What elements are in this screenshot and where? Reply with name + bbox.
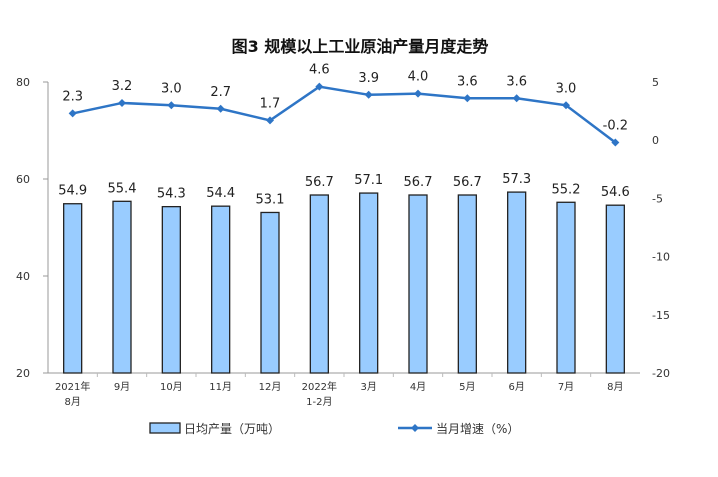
right-tick-label: -20 xyxy=(652,367,670,380)
line-point xyxy=(118,98,126,107)
line-data-label: 3.6 xyxy=(506,74,527,89)
right-tick-label: 0 xyxy=(652,134,659,147)
bar-data-label: 55.2 xyxy=(552,182,581,197)
x-tick-label: 9月 xyxy=(114,381,130,393)
line-point xyxy=(68,109,77,118)
x-tick-label: 1-2月 xyxy=(306,396,332,408)
bar xyxy=(112,200,132,374)
line-data-label: 2.7 xyxy=(210,85,231,100)
right-tick-label: -10 xyxy=(652,251,670,264)
x-tick-label: 10月 xyxy=(160,381,183,393)
bar-data-label: 54.9 xyxy=(58,184,87,199)
line-point xyxy=(414,89,422,98)
bar-data-label: 54.4 xyxy=(206,186,235,201)
right-tick-label: -15 xyxy=(652,309,670,322)
line-point xyxy=(512,94,521,103)
legend-bar-swatch xyxy=(149,422,181,434)
legend-line-label: 当月增速（%） xyxy=(436,422,519,436)
line-point xyxy=(216,104,225,113)
line-data-label: 3.6 xyxy=(457,74,478,89)
bar xyxy=(161,205,181,374)
x-tick-label: 7月 xyxy=(558,381,574,393)
bar xyxy=(309,194,329,374)
x-tick-label: 4月 xyxy=(410,381,426,393)
line-data-label: 4.6 xyxy=(309,63,330,78)
x-tick-label: 6月 xyxy=(508,381,524,393)
bar-data-label: 56.7 xyxy=(453,175,482,190)
line-data-label: 3.0 xyxy=(556,81,577,96)
left-tick-label: 80 xyxy=(16,76,30,89)
line-point xyxy=(315,82,324,91)
x-tick-label: 5月 xyxy=(459,381,475,393)
bar-data-label: 56.7 xyxy=(404,175,433,190)
line-data-label: 1.7 xyxy=(260,96,281,111)
left-tick-label: 40 xyxy=(16,270,30,283)
line-point xyxy=(562,101,570,110)
bar-data-label: 54.6 xyxy=(601,185,630,200)
x-tick-label: 12月 xyxy=(259,381,282,393)
line-data-label: 3.9 xyxy=(358,71,379,86)
bar xyxy=(211,205,231,374)
left-tick-label: 20 xyxy=(16,367,30,380)
growth-line xyxy=(72,85,617,144)
bar xyxy=(408,194,428,374)
x-tick-label: 3月 xyxy=(360,381,376,393)
x-tick-label: 8月 xyxy=(607,381,623,393)
bar-data-label: 56.7 xyxy=(305,175,334,190)
bar xyxy=(260,211,280,374)
bar xyxy=(507,191,527,374)
right-tick-label: 5 xyxy=(652,76,659,89)
right-tick-label: -5 xyxy=(652,192,663,205)
bar xyxy=(605,204,625,374)
x-tick-label: 2022年 xyxy=(302,380,337,393)
x-tick-label: 8月 xyxy=(64,396,80,408)
line-data-label: 3.0 xyxy=(161,81,182,96)
left-tick-label: 60 xyxy=(16,173,30,186)
legend-line-marker xyxy=(411,424,419,432)
line-point xyxy=(167,101,176,110)
bar xyxy=(556,201,576,374)
line-data-label: -0.2 xyxy=(603,119,628,134)
bar xyxy=(457,194,477,374)
line-point xyxy=(611,138,620,147)
bar xyxy=(359,192,379,374)
bar-data-label: 55.4 xyxy=(108,181,137,196)
bar-data-label: 57.1 xyxy=(354,173,383,188)
line-point xyxy=(463,94,472,103)
legend-bar-label: 日均产量（万吨） xyxy=(184,422,280,436)
x-tick-label: 11月 xyxy=(209,381,232,393)
chart-title: 图3 规模以上工业原油产量月度走势 xyxy=(232,37,489,56)
line-data-label: 4.0 xyxy=(408,70,429,85)
line-point xyxy=(266,116,274,125)
line-data-label: 2.3 xyxy=(62,89,83,104)
bar xyxy=(63,203,83,374)
x-tick-label: 2021年 xyxy=(55,380,90,393)
line-point xyxy=(364,90,373,99)
line-data-label: 3.2 xyxy=(112,79,133,94)
bar-data-label: 57.3 xyxy=(502,172,531,187)
bar-data-label: 54.3 xyxy=(157,187,186,202)
bar-data-label: 53.1 xyxy=(256,192,285,207)
